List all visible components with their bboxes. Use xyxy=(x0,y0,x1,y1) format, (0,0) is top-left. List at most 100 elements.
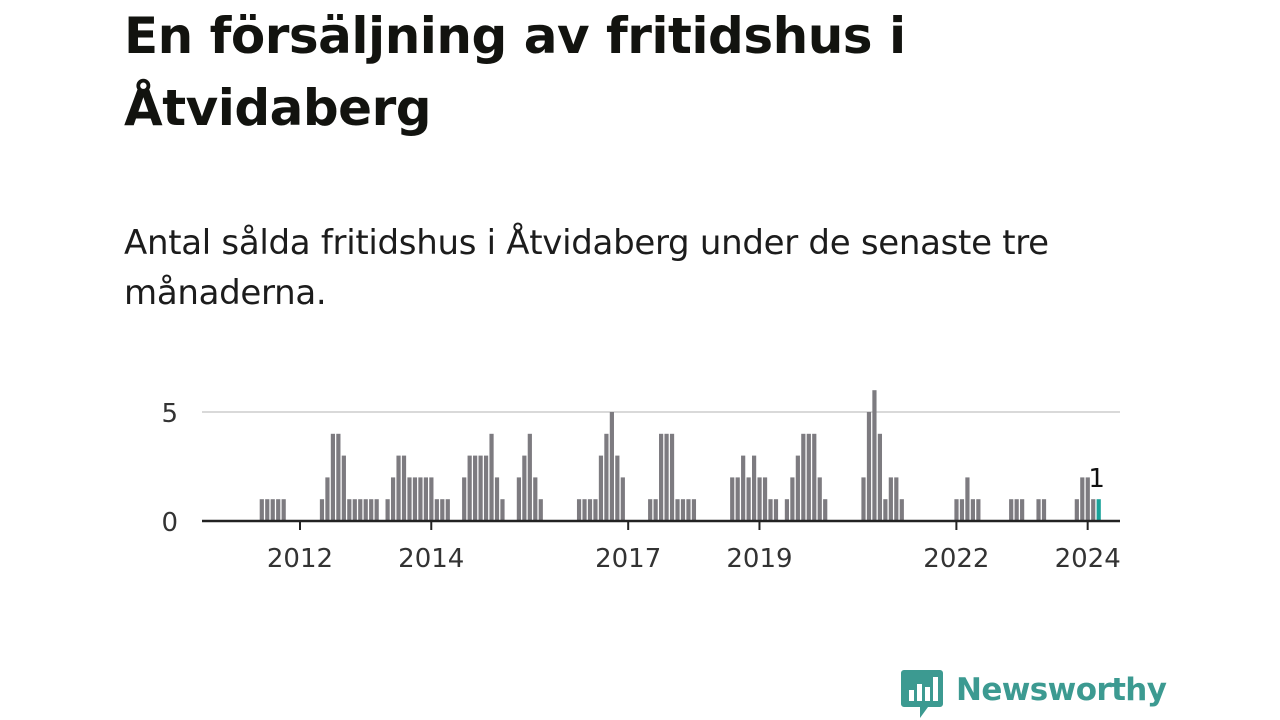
bar xyxy=(390,477,396,521)
bar xyxy=(801,433,806,521)
bar xyxy=(336,433,341,521)
bar xyxy=(659,433,664,521)
bar xyxy=(954,499,959,521)
bar xyxy=(467,455,472,521)
bar xyxy=(691,499,697,521)
bar xyxy=(489,433,494,521)
bar xyxy=(276,499,281,521)
bar xyxy=(1091,499,1096,521)
bar xyxy=(620,477,625,521)
bar xyxy=(686,499,691,521)
bar xyxy=(576,499,582,521)
bar xyxy=(735,477,740,521)
x-tick-label: 2017 xyxy=(595,544,661,574)
bar xyxy=(473,455,478,521)
bars xyxy=(259,390,1101,521)
x-tick-label: 2022 xyxy=(923,544,989,574)
bar xyxy=(669,433,675,521)
bar xyxy=(861,477,866,521)
bar xyxy=(746,477,751,521)
bar xyxy=(462,477,467,521)
bar xyxy=(615,455,620,521)
bar xyxy=(795,455,800,521)
bar xyxy=(1036,499,1041,521)
bar xyxy=(325,477,330,521)
bar xyxy=(1041,499,1047,521)
bar xyxy=(440,499,445,521)
bar xyxy=(773,499,779,521)
bar xyxy=(445,499,450,521)
bar xyxy=(888,477,893,521)
bar xyxy=(369,499,374,521)
y-tick-label: 0 xyxy=(161,508,178,538)
newsworthy-logo-text: Newsworthy xyxy=(956,672,1167,708)
bar xyxy=(762,477,768,521)
chart-subtitle: Antal sålda fritidshus i Åtvidaberg unde… xyxy=(124,223,1049,313)
bar xyxy=(823,499,828,521)
bar xyxy=(281,499,286,521)
bar xyxy=(434,499,439,521)
bar xyxy=(429,477,434,521)
bar xyxy=(1085,477,1090,521)
bar xyxy=(1080,477,1085,521)
bar-highlight xyxy=(1096,499,1101,521)
bar xyxy=(582,499,587,521)
bar xyxy=(522,455,527,521)
bar xyxy=(680,499,686,521)
labels: 0 5 1 2012 2014 2017 2019 2022 2024 xyxy=(161,399,1120,574)
x-tick-label: 2019 xyxy=(726,544,792,574)
bar xyxy=(363,499,368,521)
bar xyxy=(407,477,412,521)
bar xyxy=(899,499,904,521)
bar xyxy=(1014,499,1019,521)
bar xyxy=(959,499,965,521)
bar xyxy=(319,499,325,521)
bar xyxy=(358,499,363,521)
bar xyxy=(494,477,500,521)
bar xyxy=(396,455,401,521)
bar xyxy=(341,455,346,521)
newsworthy-logo[interactable]: Newsworthy xyxy=(900,668,1167,720)
bar xyxy=(883,499,888,521)
bar xyxy=(516,477,521,521)
bar xyxy=(265,499,270,521)
bar xyxy=(374,499,379,521)
bar xyxy=(500,499,505,521)
bar xyxy=(401,455,407,521)
bar xyxy=(1009,499,1014,521)
bar xyxy=(817,477,822,521)
bar xyxy=(527,433,532,521)
bar xyxy=(609,412,614,521)
bar xyxy=(675,499,680,521)
bar xyxy=(730,477,735,521)
bar xyxy=(970,499,975,521)
x-tick-label: 2014 xyxy=(398,544,464,574)
bar xyxy=(768,499,773,521)
bar xyxy=(648,499,653,521)
bar xyxy=(752,455,757,521)
bar xyxy=(1074,499,1079,521)
bar xyxy=(604,433,609,521)
x-tick-label: 2012 xyxy=(267,544,333,574)
bar xyxy=(757,477,762,521)
bar xyxy=(533,477,538,521)
bar xyxy=(894,477,899,521)
bar xyxy=(538,499,543,521)
bar xyxy=(784,499,790,521)
bar xyxy=(587,499,593,521)
bar xyxy=(866,412,872,521)
bar xyxy=(270,499,275,521)
bar xyxy=(741,455,746,521)
bar xyxy=(412,477,418,521)
y-tick-label: 5 xyxy=(161,399,178,429)
bar xyxy=(790,477,795,521)
bar xyxy=(385,499,390,521)
highlight-value-label: 1 xyxy=(1088,464,1105,494)
bar xyxy=(1020,499,1025,521)
bar xyxy=(483,455,489,521)
bar xyxy=(593,499,598,521)
bar xyxy=(352,499,357,521)
bar-chart: 0 5 1 2012 2014 2017 2019 2022 2024 xyxy=(161,390,1121,574)
bar xyxy=(812,433,817,521)
bar xyxy=(347,499,352,521)
